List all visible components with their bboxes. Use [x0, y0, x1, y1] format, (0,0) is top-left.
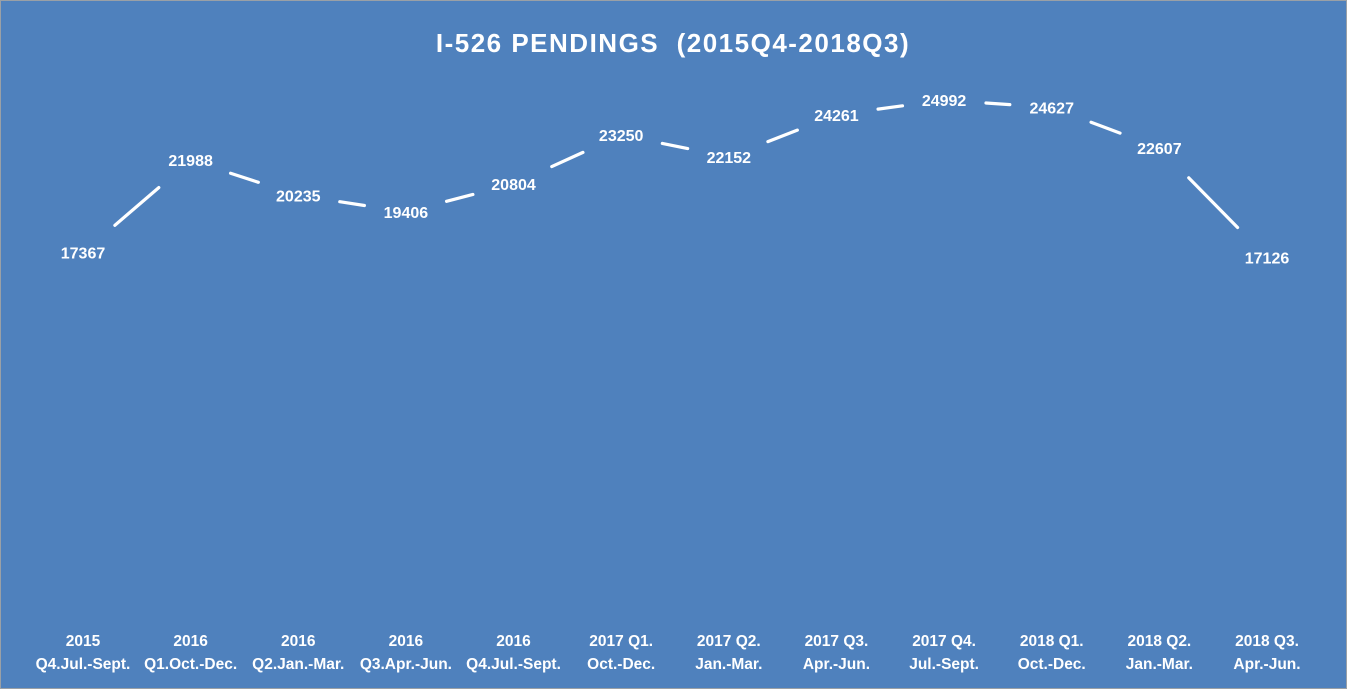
series-segment-4: [550, 150, 585, 169]
data-label-7: 24261: [814, 108, 859, 125]
x-tick-label-8: 2017 Q4. Jul.-Sept.: [909, 633, 979, 673]
data-label-2: 20235: [276, 188, 321, 205]
x-tick-label-line-7-0: 2017 Q3.: [805, 633, 869, 650]
data-label-3: 19406: [384, 205, 429, 222]
x-tick-label-line-9-1: Oct.-Dec.: [1018, 656, 1086, 673]
x-tick-label-line-5-0: 2017 Q1.: [589, 633, 653, 650]
series-segment-10: [1187, 176, 1240, 230]
x-tick-label-line-1-1: Q1.Oct.-Dec.: [144, 656, 237, 673]
x-tick-label-line-4-1: Q4.Jul.-Sept.: [466, 656, 561, 673]
x-tick-label-6: 2017 Q2. Jan.-Mar.: [695, 633, 762, 673]
series-segment-7: [876, 104, 905, 111]
series-segment-8: [984, 101, 1012, 107]
data-label-10: 22607: [1137, 141, 1182, 158]
x-tick-label-line-0-1: Q4.Jul.-Sept.: [36, 656, 131, 673]
x-tick-label-line-2-0: 2016: [281, 633, 316, 650]
x-tick-label-line-8-0: 2017 Q4.: [912, 633, 976, 650]
x-tick-label-7: 2017 Q3. Apr.-Jun.: [803, 633, 870, 673]
x-tick-label-1: 2016 Q1.Oct.-Dec.: [144, 633, 237, 673]
x-tick-label-line-6-0: 2017 Q2.: [697, 633, 761, 650]
x-tick-label-line-3-0: 2016: [389, 633, 424, 650]
x-tick-label-line-11-1: Apr.-Jun.: [1233, 656, 1300, 673]
x-tick-label-line-11-0: 2018 Q3.: [1235, 633, 1299, 650]
x-tick-label-line-2-1: Q2.Jan.-Mar.: [252, 656, 344, 673]
drop-lines: [82, 114, 1268, 600]
series-segment-0: [113, 186, 161, 227]
x-tick-label-line-9-0: 2018 Q1.: [1020, 633, 1084, 650]
x-tick-label-2: 2016 Q2.Jan.-Mar.: [252, 633, 344, 673]
x-tick-label-11: 2018 Q3. Apr.-Jun.: [1233, 633, 1300, 673]
x-tick-label-line-1-0: 2016: [173, 633, 208, 650]
series-segment-5: [660, 141, 690, 151]
series-segment-1: [228, 171, 260, 184]
data-labels: 17367 21988 20235 19406 20804 23250 22152 24261…: [61, 93, 1290, 267]
series-segment-2: [338, 200, 366, 208]
series-segment-3: [444, 192, 475, 203]
data-label-8: 24992: [922, 93, 967, 110]
x-tick-label-9: 2018 Q1. Oct.-Dec.: [1018, 633, 1086, 673]
data-label-11: 17126: [1245, 250, 1290, 267]
x-tick-label-0: 2015 Q4.Jul.-Sept.: [36, 633, 131, 673]
x-tick-label-line-4-0: 2016: [496, 633, 531, 650]
chart-title: I-526 PENDINGS (2015Q4-2018Q3): [436, 28, 910, 58]
data-label-4: 20804: [491, 177, 536, 194]
data-label-6: 22152: [707, 150, 752, 167]
series-line-group: [113, 101, 1240, 230]
x-tick-label-10: 2018 Q2. Jan.-Mar.: [1126, 633, 1193, 673]
x-axis-tick-labels: 2015 Q4.Jul.-Sept. 2016 Q1.Oct.-Dec. 2016 Q2.…: [36, 633, 1301, 673]
x-tick-label-line-0-0: 2015: [66, 633, 101, 650]
data-label-1: 21988: [168, 153, 213, 170]
x-tick-label-line-5-1: Oct.-Dec.: [587, 656, 655, 673]
x-tick-label-line-7-1: Apr.-Jun.: [803, 656, 870, 673]
x-tick-label-line-6-1: Jan.-Mar.: [695, 656, 762, 673]
x-tick-label-4: 2016 Q4.Jul.-Sept.: [466, 633, 561, 673]
data-label-0: 17367: [61, 246, 106, 263]
series-segment-9: [1089, 120, 1122, 135]
x-tick-label-line-3-1: Q3.Apr.-Jun.: [360, 656, 452, 673]
series-segment-6: [766, 128, 799, 144]
data-label-5: 23250: [599, 128, 644, 145]
x-tick-label-5: 2017 Q1. Oct.-Dec.: [587, 633, 655, 673]
x-tick-label-line-10-0: 2018 Q2.: [1127, 633, 1191, 650]
x-tick-label-3: 2016 Q3.Apr.-Jun.: [360, 633, 452, 673]
data-label-9: 24627: [1029, 100, 1074, 117]
x-tick-label-line-8-1: Jul.-Sept.: [909, 656, 979, 673]
x-tick-label-line-10-1: Jan.-Mar.: [1126, 656, 1193, 673]
